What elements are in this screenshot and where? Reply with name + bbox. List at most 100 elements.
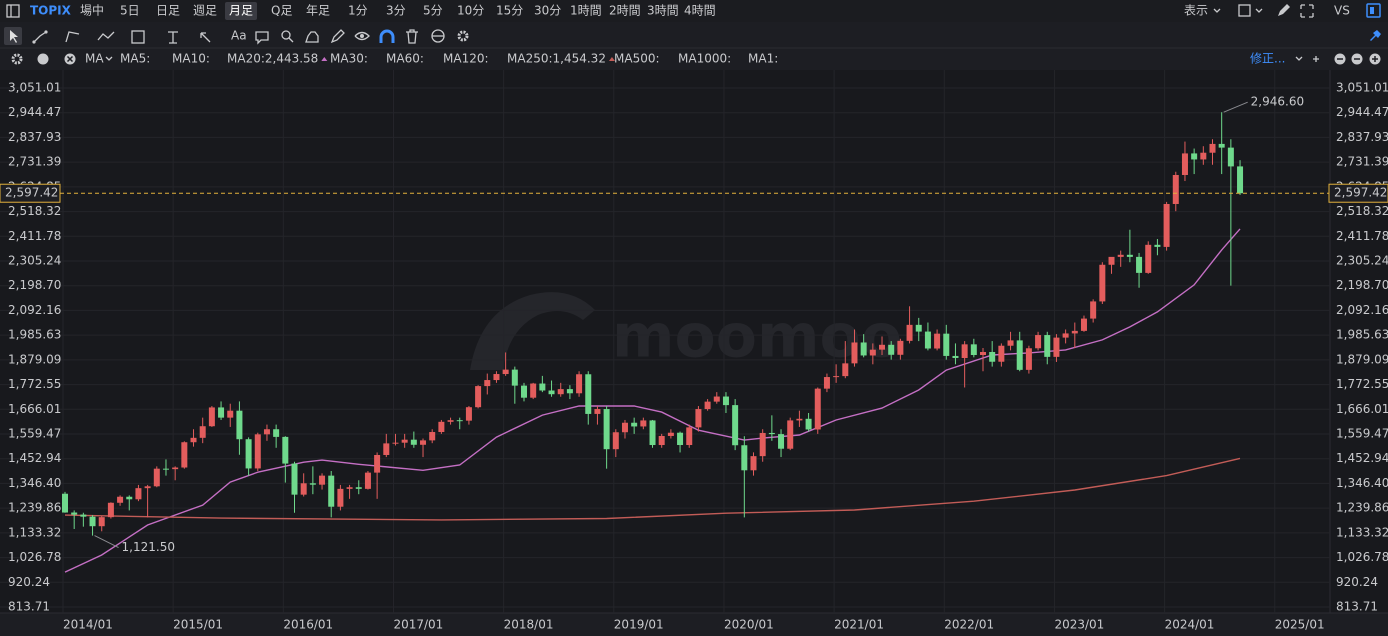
- indicator-settings[interactable]: [11, 53, 23, 65]
- period-button[interactable]: 1分: [348, 4, 368, 18]
- candle-body: [915, 324, 922, 332]
- x-tick-label: 2016/01: [283, 618, 333, 632]
- last-price-box: [0, 183, 61, 203]
- cursor-tool[interactable]: [10, 30, 18, 43]
- legend-entry[interactable]: MA30:: [330, 52, 368, 66]
- period-button[interactable]: 日足: [156, 4, 180, 18]
- period-button[interactable]: 15分: [496, 4, 523, 18]
- layout-button[interactable]: [1366, 3, 1381, 18]
- fullscreen-button[interactable]: [1300, 4, 1314, 18]
- legend-entry[interactable]: MA5:: [120, 52, 150, 66]
- measure-tool[interactable]: [168, 31, 178, 44]
- candle-body: [153, 468, 160, 487]
- candle-body: [759, 432, 766, 457]
- period-button[interactable]: 月足: [229, 4, 253, 18]
- display-menu[interactable]: 表示: [1184, 4, 1208, 18]
- period-button[interactable]: 5日: [120, 4, 140, 18]
- y-tick-label: 1,239.86: [8, 501, 61, 515]
- period-button[interactable]: 年足: [306, 4, 330, 18]
- legend-entry[interactable]: MA1:: [748, 52, 778, 66]
- period-button[interactable]: 場中: [80, 3, 104, 18]
- last-price-label: 2,597.42: [1334, 186, 1387, 200]
- delete-tool[interactable]: [406, 29, 418, 44]
- eye-tool[interactable]: [354, 31, 370, 41]
- vs-button[interactable]: VS: [1334, 4, 1350, 18]
- candle-body: [1090, 301, 1097, 319]
- checkbox[interactable]: [1238, 4, 1251, 17]
- note-tool[interactable]: [255, 31, 269, 45]
- period-button[interactable]: 30分: [534, 4, 561, 18]
- zoom-tool-handle: [288, 37, 294, 43]
- channel-tool[interactable]: [65, 31, 80, 43]
- candle-body: [71, 512, 78, 515]
- candle-body: [392, 442, 399, 444]
- candle-body: [557, 389, 564, 395]
- period-button[interactable]: 3時間: [647, 4, 679, 18]
- eye-pupil: [360, 34, 364, 38]
- dropdown-arrow: [1213, 8, 1221, 13]
- candle-body: [704, 401, 711, 410]
- settings-tool[interactable]: [457, 30, 469, 42]
- indicator-menu[interactable]: [1313, 56, 1319, 62]
- layout-icon: [1370, 7, 1374, 14]
- candle-body: [842, 363, 849, 377]
- period-button[interactable]: 2時間: [609, 4, 641, 18]
- legend-entry[interactable]: MA120:: [443, 52, 489, 66]
- candle-body: [897, 340, 904, 355]
- arrow-tool[interactable]: [200, 32, 211, 43]
- legend-entry[interactable]: MA20:: [227, 52, 265, 66]
- legend-entry[interactable]: MA1000:: [678, 52, 731, 66]
- candle-body: [438, 421, 445, 433]
- legend-entry[interactable]: MA10:: [172, 52, 210, 66]
- y-tick-label-right: 2,198.70: [1336, 278, 1388, 292]
- period-button[interactable]: 1時間: [570, 4, 602, 18]
- y-tick-label: 3,051.01: [8, 81, 61, 95]
- legend-entry[interactable]: MA60:: [386, 52, 424, 66]
- candle-body: [172, 467, 179, 470]
- y-tick-label: 1,026.78: [8, 550, 61, 564]
- text-tool[interactable]: Aa: [231, 29, 247, 43]
- period-button[interactable]: Q足: [271, 4, 292, 18]
- candle-body: [934, 333, 941, 349]
- stamp-tool[interactable]: [305, 31, 319, 43]
- pin-button[interactable]: [1370, 30, 1381, 41]
- sidebar-button[interactable]: [6, 4, 20, 18]
- candle-body: [117, 496, 124, 503]
- candle-body: [1237, 166, 1244, 194]
- candle-body: [1172, 174, 1179, 204]
- candle-body: [89, 516, 96, 527]
- candle-body: [1035, 335, 1042, 349]
- legend-entry[interactable]: MA500:: [614, 52, 660, 66]
- period-button[interactable]: 10分: [457, 4, 484, 18]
- magnet-tool[interactable]: [379, 29, 395, 43]
- pen-tool[interactable]: [330, 29, 345, 44]
- candle-body: [612, 432, 619, 450]
- candle-body: [475, 386, 482, 408]
- draw-button[interactable]: [1278, 4, 1290, 16]
- period-button[interactable]: 4時間: [684, 4, 716, 18]
- candle-body: [355, 487, 362, 489]
- candle-body: [741, 445, 748, 471]
- wave-tool[interactable]: [97, 31, 115, 41]
- watermark-logo: [470, 292, 595, 370]
- period-button[interactable]: 5分: [423, 4, 443, 18]
- candle-body: [823, 377, 830, 389]
- legend-entry[interactable]: MA250:: [507, 52, 553, 66]
- candle-body: [429, 432, 436, 441]
- y-tick-label-right: 1,452.94: [1336, 451, 1388, 465]
- y-tick-label: 2,731.39: [8, 155, 61, 169]
- period-button[interactable]: 週足: [193, 4, 217, 18]
- candle-body: [502, 369, 509, 375]
- symbol[interactable]: TOPIX: [30, 4, 72, 18]
- candle-body: [768, 432, 775, 435]
- period-button[interactable]: 3分: [386, 4, 406, 18]
- fib-tool[interactable]: [131, 30, 145, 44]
- indicator-name[interactable]: MA: [85, 52, 104, 66]
- indicator-visibility[interactable]: [37, 53, 49, 65]
- candle-body: [548, 390, 555, 395]
- zoom-tool[interactable]: [281, 30, 291, 40]
- adjust-menu[interactable]: 修正...: [1250, 51, 1285, 66]
- candle-body: [888, 344, 895, 355]
- candle-body: [722, 396, 729, 406]
- y-tick-label-right: 2,837.93: [1336, 130, 1388, 144]
